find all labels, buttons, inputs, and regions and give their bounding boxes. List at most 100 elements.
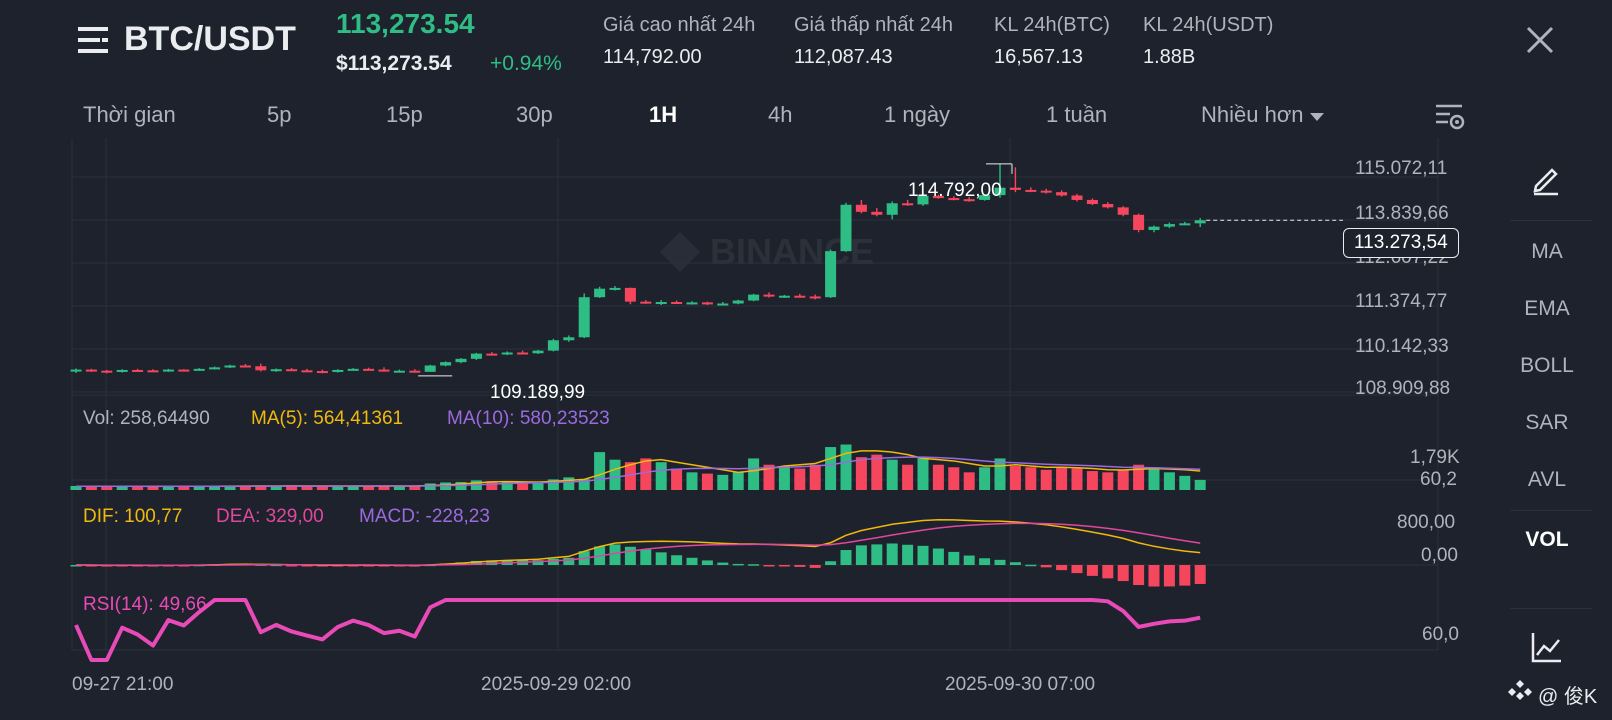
candle-body bbox=[763, 294, 775, 297]
macd-series bbox=[70, 519, 1206, 587]
volume-bar bbox=[301, 486, 313, 490]
macd-histogram-bar bbox=[963, 555, 975, 565]
menu-icon[interactable] bbox=[78, 24, 110, 56]
macd-histogram-bar bbox=[486, 560, 498, 565]
tab-1h[interactable]: 1H bbox=[649, 102, 678, 127]
volume-bar bbox=[1163, 472, 1175, 490]
candle-body bbox=[794, 295, 806, 298]
candle-body bbox=[686, 302, 698, 305]
candle-body bbox=[455, 358, 467, 363]
macd-histogram-bar bbox=[701, 560, 713, 565]
macd-histogram-bar bbox=[640, 549, 652, 565]
candle-body bbox=[409, 370, 421, 373]
volume-bar bbox=[132, 486, 144, 490]
macd-histogram-bar bbox=[1040, 565, 1052, 568]
volume-bar bbox=[979, 467, 991, 490]
tab-1w[interactable]: 1 tuần bbox=[1046, 102, 1108, 127]
sidebar-divider bbox=[1510, 220, 1592, 221]
candle-body bbox=[1071, 195, 1083, 200]
tab-more[interactable]: Nhiều hơn bbox=[1201, 102, 1324, 128]
current-price-tag: 113.273,54 bbox=[1343, 228, 1459, 258]
candle-body bbox=[316, 371, 328, 374]
candle-body bbox=[255, 366, 267, 371]
pair-title[interactable]: BTC/USDT bbox=[124, 20, 296, 58]
candle-body bbox=[1009, 187, 1021, 190]
time-tick: 09-27 21:00 bbox=[72, 674, 174, 695]
candle-body bbox=[1179, 223, 1191, 226]
candle-body bbox=[85, 369, 97, 372]
macd-histogram-bar bbox=[825, 561, 837, 565]
candle-body bbox=[193, 368, 205, 371]
tab-more-label: Nhiều hơn bbox=[1201, 102, 1304, 127]
macd-value-legend: MACD: -228,23 bbox=[359, 506, 490, 527]
volume-bar bbox=[1025, 467, 1037, 490]
indicator-avl[interactable]: AVL bbox=[1527, 468, 1567, 491]
macd-histogram-bar bbox=[609, 544, 621, 565]
macd-histogram-bar bbox=[1071, 565, 1083, 574]
tab-1d[interactable]: 1 ngày bbox=[884, 102, 951, 127]
close-icon[interactable] bbox=[1524, 24, 1556, 56]
macd-histogram-bar bbox=[1009, 562, 1021, 565]
indicator-sar[interactable]: SAR bbox=[1525, 411, 1569, 434]
low-marker-label: 109.189,99 bbox=[490, 382, 586, 403]
macd-histogram-bar bbox=[763, 565, 775, 567]
macd-histogram-bar bbox=[1056, 565, 1068, 571]
macd-histogram-bar bbox=[671, 555, 683, 565]
pencil-draw-icon[interactable] bbox=[1528, 160, 1564, 196]
high-marker-label: 114.792,00 bbox=[908, 180, 1002, 201]
tab-time[interactable]: Thời gian bbox=[83, 102, 176, 127]
stat-vol-usdt-label: KL 24h(USDT) bbox=[1143, 14, 1274, 36]
macd-histogram-bar bbox=[886, 543, 898, 565]
volume-bar bbox=[532, 482, 544, 490]
caret-down-icon bbox=[1309, 102, 1324, 128]
vol-ma5-legend: MA(5): 564,41361 bbox=[251, 408, 404, 429]
candle-body bbox=[671, 302, 683, 305]
volume-bar bbox=[794, 468, 806, 490]
tab-15m[interactable]: 15p bbox=[386, 102, 423, 127]
price-tick: 113.839,66 bbox=[1355, 203, 1449, 224]
indicator-ma[interactable]: MA bbox=[1531, 240, 1563, 263]
candle-body bbox=[1056, 192, 1068, 196]
volume-bar bbox=[1056, 467, 1068, 490]
volume-bar bbox=[994, 458, 1006, 490]
tab-4h[interactable]: 4h bbox=[768, 102, 793, 127]
vol-axis-low: 60,2 bbox=[1420, 469, 1457, 490]
line-chart-icon[interactable] bbox=[1530, 630, 1564, 664]
candle-body bbox=[1025, 189, 1037, 192]
macd-histogram-bar bbox=[1194, 565, 1206, 584]
stat-high-label: Giá cao nhất 24h bbox=[603, 14, 756, 36]
volume-bar bbox=[70, 485, 82, 490]
candle-body bbox=[1117, 207, 1129, 215]
candle-body bbox=[1163, 224, 1175, 227]
candle-body bbox=[840, 204, 852, 252]
candle-body bbox=[1040, 190, 1052, 193]
candle-body bbox=[286, 369, 298, 372]
volume-bar bbox=[932, 464, 944, 490]
volume-bar bbox=[116, 486, 128, 490]
volume-bar bbox=[286, 486, 298, 490]
candle-body bbox=[532, 350, 544, 354]
volume-bar bbox=[1086, 471, 1098, 490]
rsi-axis: 60,0 bbox=[1422, 624, 1459, 645]
tab-30m[interactable]: 30p bbox=[516, 102, 553, 127]
volume-bar bbox=[270, 485, 282, 490]
candle-body bbox=[547, 340, 559, 351]
candle-body bbox=[270, 369, 282, 372]
chart-settings-icon[interactable] bbox=[1434, 100, 1466, 132]
indicator-boll[interactable]: BOLL bbox=[1520, 354, 1574, 377]
candle-body bbox=[393, 370, 405, 373]
candle-body bbox=[440, 362, 452, 366]
pair-selector[interactable]: BTC/USDT bbox=[78, 20, 296, 59]
volume-bar bbox=[1102, 472, 1114, 490]
indicator-vol[interactable]: VOL bbox=[1525, 528, 1569, 551]
indicator-ema[interactable]: EMA bbox=[1524, 297, 1570, 320]
volume-bar bbox=[594, 452, 606, 490]
tab-5m[interactable]: 5p bbox=[267, 102, 292, 127]
chart-canvas[interactable]: BINANCE bbox=[0, 0, 1480, 720]
volume-bar bbox=[85, 486, 97, 490]
candle-body bbox=[301, 370, 313, 373]
volume-bar bbox=[886, 459, 898, 490]
macd-histogram-bar bbox=[932, 548, 944, 565]
volume-bar bbox=[209, 485, 221, 490]
volume-bar bbox=[378, 485, 390, 490]
